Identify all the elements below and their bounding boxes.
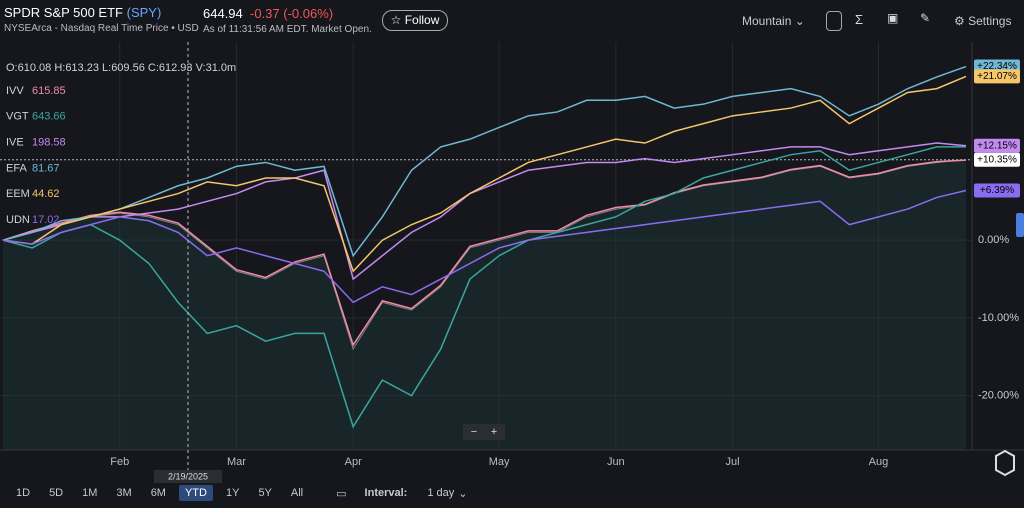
legend-name: EEM [6, 188, 30, 200]
follow-label: Follow [404, 13, 440, 27]
zoom-in[interactable]: + [491, 426, 497, 438]
exchange: NYSEArca - Nasdaq Real Time Price • USD [4, 23, 199, 34]
x-tick-label: Jun [607, 456, 625, 468]
series-line [2, 75, 967, 273]
end-label: +10.35% [977, 154, 1017, 165]
series-line [2, 65, 967, 258]
x-tick-label: Jul [726, 456, 740, 468]
range-button[interactable]: 1Y [225, 487, 240, 499]
crosshair-date: 2/19/2025 [168, 471, 208, 481]
end-label-bg [974, 69, 1020, 84]
as-of: As of 11:31:56 AM EDT. Market Open. [203, 24, 372, 35]
crosshair-date-bg [154, 470, 222, 483]
x-tick-label: Feb [110, 456, 129, 468]
range-button[interactable]: 1D [16, 487, 31, 499]
range-button[interactable]: YTD [178, 485, 213, 501]
y-tick-label: -20.00% [978, 390, 1019, 402]
zoom-controls[interactable] [463, 424, 505, 440]
x-tick-label: Aug [869, 456, 889, 468]
range-button[interactable]: 3M [116, 487, 132, 499]
change: -0.37 (-0.06%) [250, 6, 334, 21]
event-icon[interactable]: ▣ [887, 11, 899, 25]
end-label: +21.07% [977, 71, 1017, 82]
settings-label: Settings [968, 14, 1012, 28]
settings[interactable]: ⚙ Settings [954, 14, 1012, 28]
x-tick-label: May [489, 456, 510, 468]
chart-style-label: Mountain [742, 14, 792, 28]
end-label: +12.15% [977, 140, 1017, 151]
end-label-bg [974, 152, 1020, 167]
calendar-icon[interactable]: ▭ [336, 487, 347, 500]
quote-name: SPDR S&P 500 ETF (SPY) [4, 5, 161, 20]
legend-name: IVE [6, 137, 24, 149]
legend-price: 17.02 [32, 214, 60, 226]
legend-price: 643.66 [32, 111, 66, 123]
compare-icon[interactable] [826, 11, 842, 31]
legend-name: UDN [6, 214, 30, 226]
chart-style[interactable]: Mountain ⌄ [742, 14, 805, 28]
end-label-bg [974, 183, 1020, 198]
x-tick-label: Apr [345, 456, 362, 468]
area [3, 159, 966, 451]
series-line [2, 159, 967, 347]
legend-price: 615.85 [32, 85, 66, 97]
follow-button[interactable]: ☆ Follow [382, 10, 448, 31]
range-button[interactable]: 6M [150, 487, 166, 499]
legend-name: VGT [6, 111, 29, 123]
indicator-icon[interactable]: Σ [855, 12, 864, 27]
series-line [2, 159, 967, 351]
interval-caret[interactable]: ⌄ [458, 487, 468, 500]
range-button[interactable]: 1M [82, 487, 98, 499]
end-label: +22.34% [977, 61, 1017, 72]
end-label: +6.39% [980, 185, 1014, 196]
legend-price: 44.62 [32, 188, 60, 200]
interval-label: Interval: [364, 487, 408, 499]
end-label-bg [974, 138, 1020, 153]
legend-price: 198.58 [32, 137, 66, 149]
interval[interactable]: 1 day [427, 487, 455, 499]
zoom-out[interactable]: − [471, 426, 477, 438]
x-tick-label: Mar [227, 456, 246, 468]
legend-name: IVV [6, 85, 24, 97]
name: SPDR S&P 500 ETF [4, 5, 123, 20]
legend-price: 81.67 [32, 162, 60, 174]
draw-icon[interactable]: ✎ [920, 11, 931, 25]
y-tick-label: -10.00% [978, 312, 1019, 324]
price: 644.94 [203, 6, 243, 21]
series-line [2, 142, 967, 281]
ohlc: O:610.08 H:613.23 L:609.56 C:612.93 V:31… [6, 62, 236, 74]
toolbar: 1D 5D 1M 3M 6M YTD 1Y 5Y All ▭ Interval: 1 day ⌄ [10, 484, 467, 502]
y-tick-label: 0.00% [978, 234, 1009, 246]
series-line [2, 146, 966, 429]
side-handle[interactable] [1016, 213, 1024, 237]
range-button[interactable]: 5Y [258, 487, 272, 499]
logo [995, 449, 1015, 477]
legend-name: EFA [6, 162, 27, 174]
symbol: (SPY) [126, 5, 162, 20]
series-line [2, 189, 967, 304]
range-button[interactable]: All [290, 487, 304, 499]
range-button[interactable]: 5D [49, 487, 64, 499]
